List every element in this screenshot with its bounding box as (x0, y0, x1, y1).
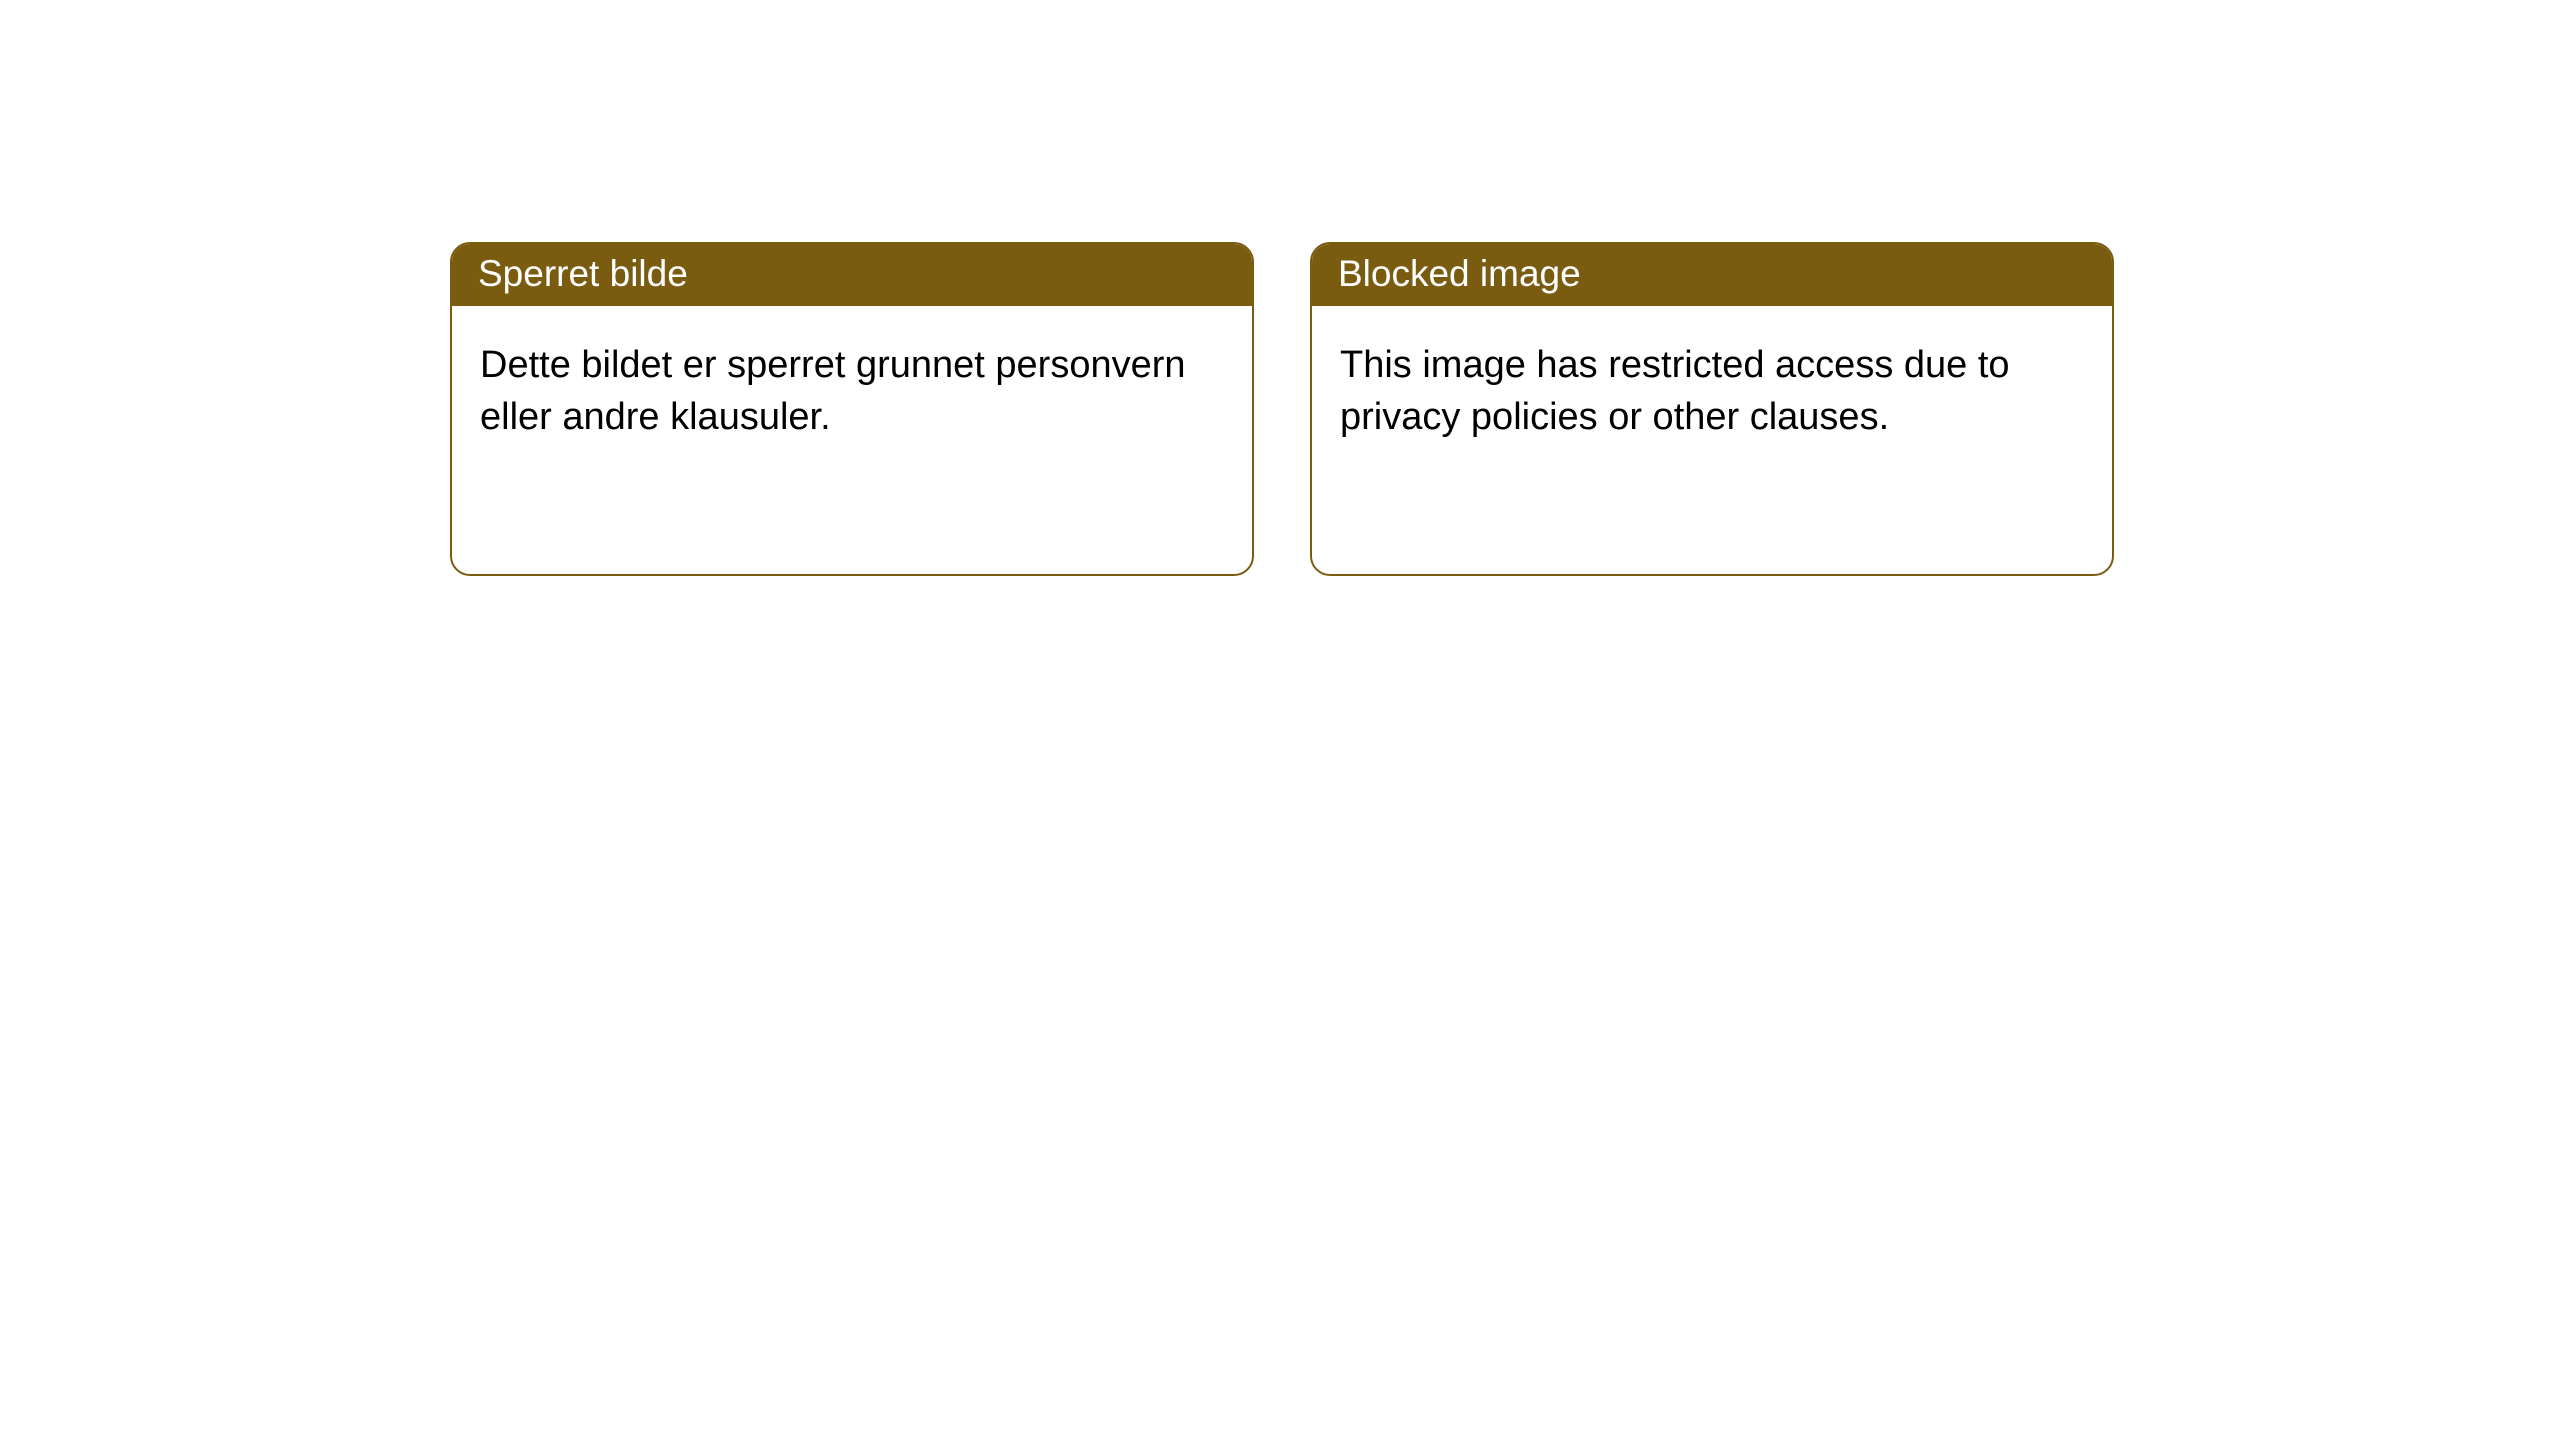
card-header-no: Sperret bilde (452, 244, 1252, 306)
blocked-image-card-en: Blocked image This image has restricted … (1310, 242, 2114, 576)
notice-container: Sperret bilde Dette bildet er sperret gr… (0, 0, 2560, 576)
card-header-en: Blocked image (1312, 244, 2112, 306)
blocked-image-card-no: Sperret bilde Dette bildet er sperret gr… (450, 242, 1254, 576)
card-body-en: This image has restricted access due to … (1312, 306, 2112, 477)
card-body-no: Dette bildet er sperret grunnet personve… (452, 306, 1252, 477)
